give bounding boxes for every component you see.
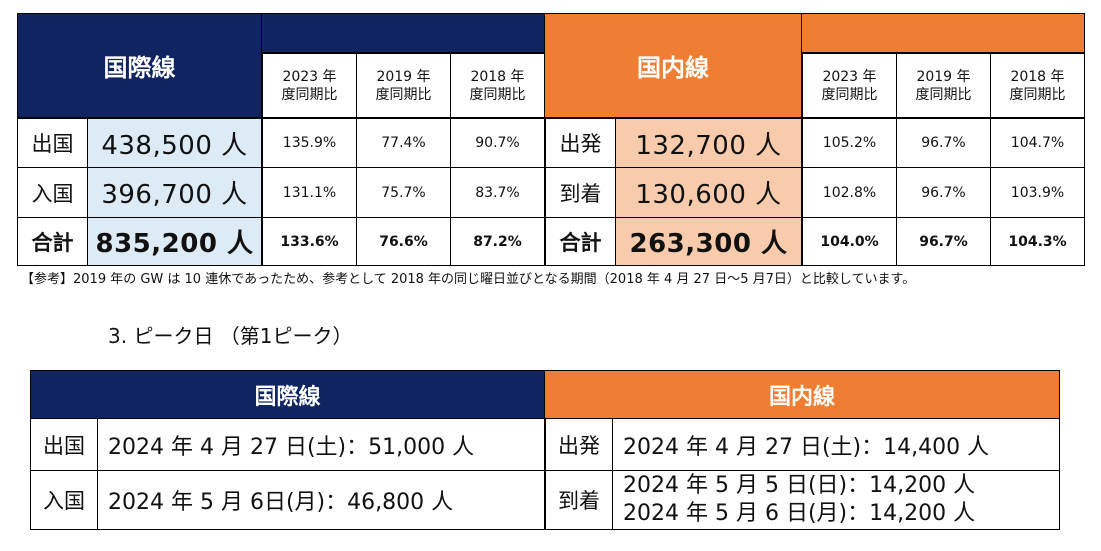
intl-row-label: 出国 (17, 118, 88, 168)
dom-row-pct: 105.2% (802, 118, 897, 168)
dom-total-label: 合計 (545, 217, 616, 266)
dom-row-pct: 104.7% (990, 118, 1085, 168)
dom-total-pct: 104.3% (990, 217, 1085, 266)
peak-dom-value: 2024 年 4 月 27 日(土)：14,400 人 (612, 418, 1060, 471)
dom-row-pct: 96.7% (896, 118, 991, 168)
dom-row-label: 出発 (545, 118, 616, 168)
dom-header-band (802, 13, 1085, 53)
peak-intl-value: 2024 年 4 月 27 日(土)：51,000 人 (97, 418, 545, 471)
peak-intl-label: 出国 (30, 418, 98, 471)
intl-total-pct: 76.6% (356, 217, 451, 266)
dom-row-pct: 102.8% (802, 167, 897, 218)
dom-title: 国内線 (637, 54, 709, 82)
dom-total-pct: 104.0% (802, 217, 897, 266)
peak-dom-value-line: 2024 年 5 月 6 日(月)：14,200 人 (623, 501, 976, 526)
reference-note: 【参考】2019 年の GW は 10 連休であったため、参考として 2018 … (21, 272, 916, 287)
intl-total-label: 合計 (17, 217, 88, 266)
intl-row-pct: 77.4% (356, 118, 451, 168)
dom-col-2023: 2023 年度同期比 (802, 53, 897, 118)
intl-row-pct: 90.7% (450, 118, 545, 168)
peak-dom-title: 国内線 (545, 370, 1060, 419)
peak-dom-value-multi: 2024 年 5 月 5 日(日)：14,200 人 2024 年 5 月 6 … (612, 470, 1060, 530)
dom-row-label: 到着 (545, 167, 616, 218)
intl-title: 国際線 (103, 54, 176, 82)
dom-row-value: 132,700 人 (615, 118, 802, 168)
intl-col-2019: 2019 年度同期比 (356, 53, 451, 118)
intl-total-pct: 133.6% (262, 217, 357, 266)
peak-dom-label: 出発 (545, 418, 613, 471)
peak-dom-label: 到着 (545, 470, 613, 530)
intl-total-pct: 87.2% (450, 217, 545, 266)
dom-title-cell: 国内線 (545, 13, 802, 118)
intl-row-value: 396,700 人 (87, 167, 262, 218)
intl-row-pct: 135.9% (262, 118, 357, 168)
intl-row-pct: 83.7% (450, 167, 545, 218)
dom-total-value: 263,300 人 (615, 217, 802, 266)
dom-total-pct: 96.7% (896, 217, 991, 266)
dom-row-pct: 103.9% (990, 167, 1085, 218)
dom-col-2018: 2018 年度同期比 (990, 53, 1085, 118)
intl-title-cell: 国際線 (17, 13, 262, 118)
intl-row-pct: 75.7% (356, 167, 451, 218)
section-title: 3. ピーク日 （第1ピーク） (108, 324, 353, 348)
intl-col-2018: 2018 年度同期比 (450, 53, 545, 118)
intl-row-label: 入国 (17, 167, 88, 218)
peak-dom-value-line: 2024 年 5 月 5 日(日)：14,200 人 (623, 473, 976, 498)
intl-row-pct: 131.1% (262, 167, 357, 218)
intl-total-value: 835,200 人 (87, 217, 262, 266)
intl-row-value: 438,500 人 (87, 118, 262, 168)
dom-col-2019: 2019 年度同期比 (896, 53, 991, 118)
intl-col-2023: 2023 年度同期比 (262, 53, 357, 118)
peak-intl-value: 2024 年 5 月 6日(月)：46,800 人 (97, 470, 545, 530)
peak-intl-label: 入国 (30, 470, 98, 530)
peak-intl-title: 国際線 (30, 370, 545, 419)
dom-row-pct: 96.7% (896, 167, 991, 218)
dom-row-value: 130,600 人 (615, 167, 802, 218)
intl-header-band (262, 13, 545, 53)
